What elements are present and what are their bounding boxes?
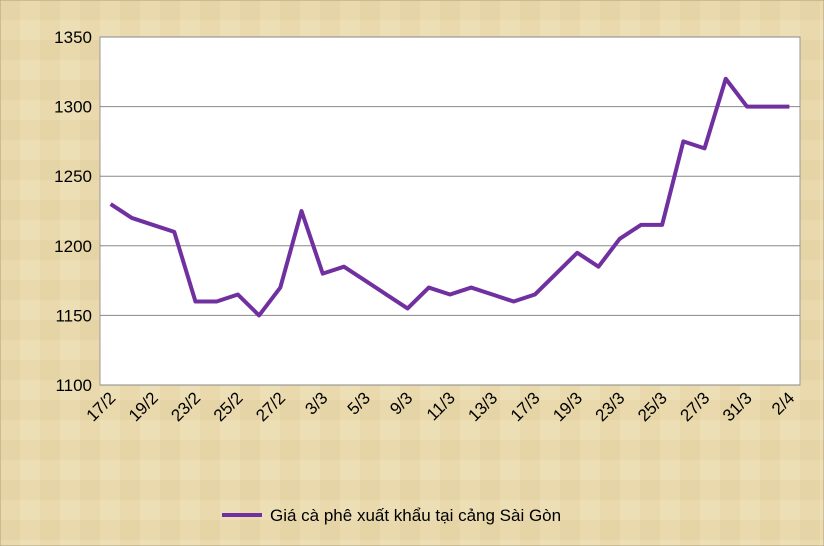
y-tick-label: 1300: [54, 98, 92, 117]
y-tick-label: 1150: [55, 306, 92, 325]
legend-label: Giá cà phê xuất khẩu tại cảng Sài Gòn: [270, 506, 561, 525]
y-tick-label: 1350: [54, 28, 92, 47]
plot-area: [99, 36, 801, 386]
y-tick-label: 1250: [54, 167, 92, 186]
y-tick-label: 1100: [55, 376, 92, 395]
y-tick-label: 1200: [54, 237, 92, 256]
line: [109, 76, 790, 318]
